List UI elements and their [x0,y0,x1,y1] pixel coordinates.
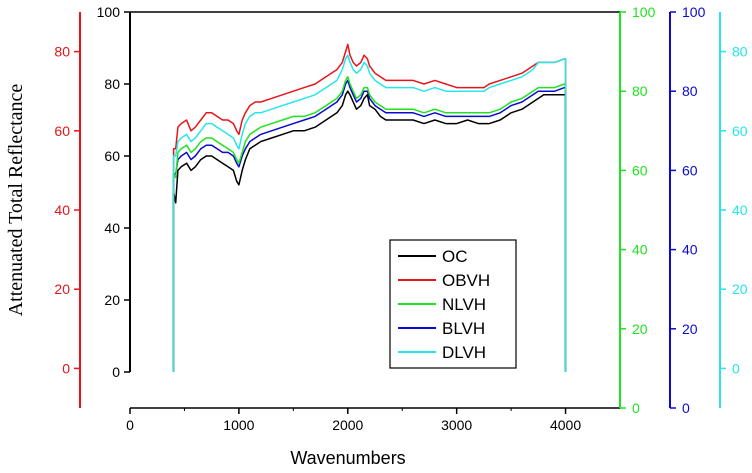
green-axis-tick-label: 100 [632,4,656,20]
x-tick-label: 2000 [332,417,363,433]
legend-label-obvh: OBVH [442,271,490,290]
cyan-axis-tick-label: 60 [732,123,748,139]
legend-label-oc: OC [442,247,468,266]
series-line-obvh [172,43,567,372]
red-axis-tick-label: 80 [54,44,70,60]
green-axis-tick-label: 60 [632,162,648,178]
blue-axis-tick-label: 100 [682,4,706,20]
series-line-nlvh [172,76,567,372]
black-axis-tick-label: 60 [104,148,120,164]
black-axis-tick-label: 20 [104,292,120,308]
red-axis-tick-label: 20 [54,281,70,297]
cyan-axis-tick-label: 0 [732,360,740,376]
legend-label-dlvh: DLVH [442,343,486,362]
black-axis-tick-label: 0 [112,364,120,380]
legend-label-nlvh: NLVH [442,295,486,314]
legend: OC OBVH NLVH BLVH DLVH [389,239,517,369]
x-tick-label: 0 [126,417,134,433]
blue-axis-tick-label: 60 [682,162,698,178]
x-axis-title: Wavenumbers [290,448,405,468]
green-axis-tick-label: 80 [632,83,648,99]
green-axis-tick-label: 20 [632,321,648,337]
black-axis-tick-label: 80 [104,76,120,92]
blue-axis-tick-label: 80 [682,83,698,99]
black-axis-tick-label: 40 [104,220,120,236]
blue-axis-tick-label: 0 [682,400,690,416]
axes-layer: 0 1000 2000 3000 400002040608002040608010002… [54,4,747,433]
x-tick-label: 1000 [223,417,254,433]
red-axis-tick-label: 40 [54,202,70,218]
legend-label-blvh: BLVH [442,319,485,338]
x-tick-label: 3000 [441,417,472,433]
series-line-dlvh [172,54,567,372]
blue-axis-tick-label: 40 [682,242,698,258]
cyan-axis-tick-label: 80 [732,44,748,60]
cyan-axis-tick-label: 20 [732,281,748,297]
green-axis-tick-label: 0 [632,400,640,416]
cyan-axis-tick-label: 40 [732,202,748,218]
series-layer [172,43,567,372]
blue-axis-tick-label: 20 [682,321,698,337]
x-tick-label: 4000 [550,417,581,433]
series-line-blvh [172,79,567,372]
green-axis-tick-label: 40 [632,242,648,258]
series-line-oc [172,90,567,372]
y-axis-title: Attenuated Total Reflectance [5,84,27,317]
black-axis-tick-label: 100 [97,4,121,20]
red-axis-tick-label: 0 [62,360,70,376]
red-axis-tick-label: 60 [54,123,70,139]
